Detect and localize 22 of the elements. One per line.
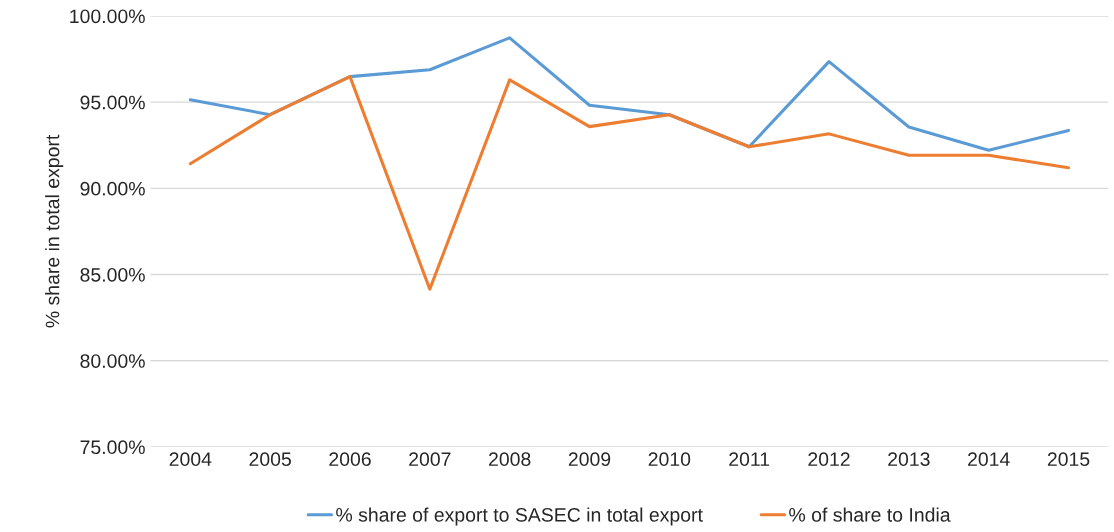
legend-label: % of share to India [789, 507, 951, 522]
line-series [188, 75, 1071, 291]
x-tick-label: 2011 [729, 452, 770, 467]
x-tick-label: 2005 [249, 452, 291, 467]
y-tick-label: 100.00% [70, 9, 145, 24]
y-tick-label: 85.00% [80, 267, 145, 282]
y-tick-label: 80.00% [80, 354, 145, 368]
x-tick-label: 2012 [808, 452, 850, 467]
x-tick-label: 2004 [169, 452, 212, 467]
x-tick-label: 2015 [1047, 452, 1090, 467]
x-tick-label: 2013 [888, 452, 930, 467]
y-tick-label: 75.00% [80, 440, 145, 455]
x-tick-label: 2014 [968, 452, 1010, 467]
x-tick-label: 2010 [648, 452, 691, 467]
legend-label: % share of export to SASEC in total export [336, 507, 703, 526]
x-tick-label: 2006 [329, 452, 371, 467]
x-tick-label: 2008 [489, 452, 531, 467]
x-tick-label: 2007 [409, 452, 451, 467]
x-tick-label: 2009 [568, 452, 611, 467]
y-tick-label: 95.00% [80, 95, 145, 110]
y-tick-label: 90.00% [80, 181, 145, 196]
y-axis-title: % share in total export [45, 134, 64, 328]
